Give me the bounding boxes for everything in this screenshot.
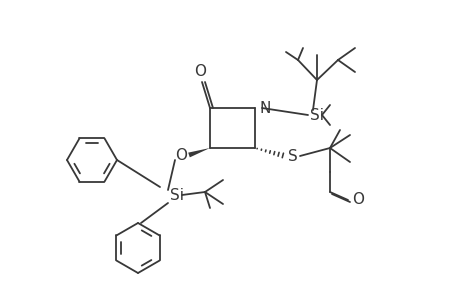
Text: N: N xyxy=(259,100,271,116)
Polygon shape xyxy=(188,148,210,158)
Text: O: O xyxy=(194,64,206,79)
Text: Si: Si xyxy=(309,107,323,122)
Text: S: S xyxy=(287,148,297,164)
Text: O: O xyxy=(351,193,363,208)
Text: O: O xyxy=(174,148,187,163)
Text: Si: Si xyxy=(170,188,184,202)
